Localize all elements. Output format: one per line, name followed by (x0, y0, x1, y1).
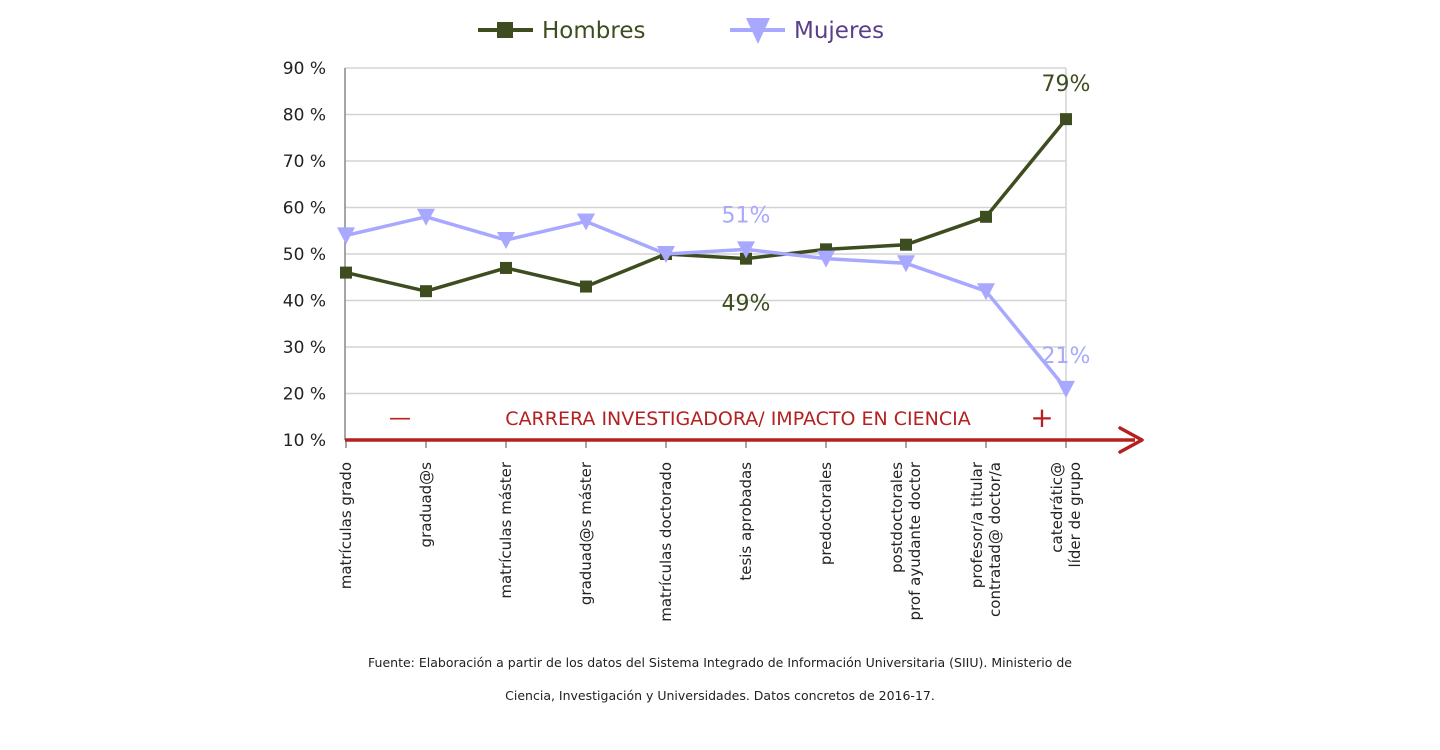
x-tick-label-line: matrículas máster (497, 461, 515, 598)
x-tick-label: profesor/a titularcontratad@ doctor/a (968, 461, 1004, 617)
x-tick-label-line: contratad@ doctor/a (986, 462, 1004, 617)
annotation-label: 51% (722, 203, 771, 228)
annotation-label: 79% (1042, 72, 1091, 97)
data-point-hombres (1060, 113, 1072, 126)
data-point-mujeres (577, 213, 595, 231)
annotation-label: 21% (1042, 344, 1091, 369)
x-tick-label: catedrátic@líder de grupo (1048, 462, 1084, 567)
series-line-mujeres (345, 215, 1068, 390)
data-point-hombres (420, 285, 432, 298)
y-tick-label: 10 % (283, 431, 326, 451)
data-point-mujeres (977, 283, 995, 301)
data-point-mujeres (897, 255, 915, 273)
legend-marker-hombres (497, 22, 513, 38)
x-tick-label-line: líder de grupo (1066, 462, 1084, 567)
y-tick-label: 90 % (283, 59, 326, 79)
impact-arrow-head (1118, 426, 1144, 454)
data-point-mujeres (337, 227, 355, 245)
x-tick-label: tesis aprobadas (737, 462, 755, 581)
source-note-line-1: Fuente: Elaboración a partir de los dato… (368, 655, 1072, 670)
x-tick-label-line: postdoctorales (888, 462, 906, 573)
y-tick-label: 70 % (283, 152, 326, 172)
x-tick-label-line: matrículas grado (337, 462, 355, 589)
source-note-line-2: Ciencia, Investigación y Universidades. … (505, 688, 935, 703)
legend-marker-mujeres (746, 18, 770, 44)
data-point-mujeres (497, 232, 515, 250)
data-point-mujeres (657, 246, 675, 263)
data-point-hombres (580, 280, 592, 293)
data-point-hombres (740, 252, 752, 265)
data-point-mujeres (737, 241, 755, 259)
x-tick-label: matrículas doctorado (657, 462, 675, 622)
legend-label-mujeres: Mujeres (794, 18, 884, 44)
x-tick-label-line: graduad@s (417, 462, 435, 548)
y-tick-label: 30 % (283, 338, 326, 358)
data-point-mujeres (1057, 380, 1075, 398)
x-tick-label-line: catedrátic@ (1048, 462, 1066, 553)
x-tick-label: matrículas máster (497, 461, 515, 598)
data-point-hombres (500, 261, 512, 274)
legend-label-hombres: Hombres (542, 18, 645, 44)
series-line-hombres (345, 118, 1068, 293)
impact-axis-label: CARRERA INVESTIGADORA/ IMPACTO EN CIENCI… (505, 408, 970, 430)
data-point-mujeres (817, 250, 835, 268)
annotation-label: 49% (722, 292, 771, 317)
x-tick-label-line: graduad@s máster (577, 461, 595, 605)
y-tick-label: 40 % (283, 292, 326, 312)
x-tick-label-line: predoctorales (817, 462, 835, 565)
data-point-hombres (340, 266, 352, 279)
x-tick-label-line: prof ayudante doctor (906, 461, 924, 620)
data-point-hombres (980, 210, 992, 223)
y-tick-label: 60 % (283, 199, 326, 219)
y-tick-label: 50 % (283, 245, 326, 265)
x-tick-label-line: matrículas doctorado (657, 462, 675, 622)
x-tick-label: matrículas grado (337, 462, 355, 589)
data-point-hombres (900, 238, 912, 251)
line-chart-svg: 90 % 80 % 70 % 60 % 50 % 40 % 30 % 20 % 10 % matr… (283, 18, 1144, 622)
y-tick-label: 20 % (283, 385, 326, 405)
data-point-mujeres (417, 208, 435, 226)
impact-minus-sign: — (389, 406, 411, 431)
x-tick-label: graduad@s máster (577, 461, 595, 605)
y-tick-label: 80 % (283, 106, 326, 126)
x-tick-label: postdoctoralesprof ayudante doctor (888, 461, 924, 620)
x-tick-label: predoctorales (817, 462, 835, 565)
impact-plus-sign: + (1030, 401, 1053, 434)
x-tick-label: graduad@s (417, 462, 435, 548)
x-tick-label-line: profesor/a titular (968, 461, 986, 588)
x-tick-label-line: tesis aprobadas (737, 462, 755, 581)
